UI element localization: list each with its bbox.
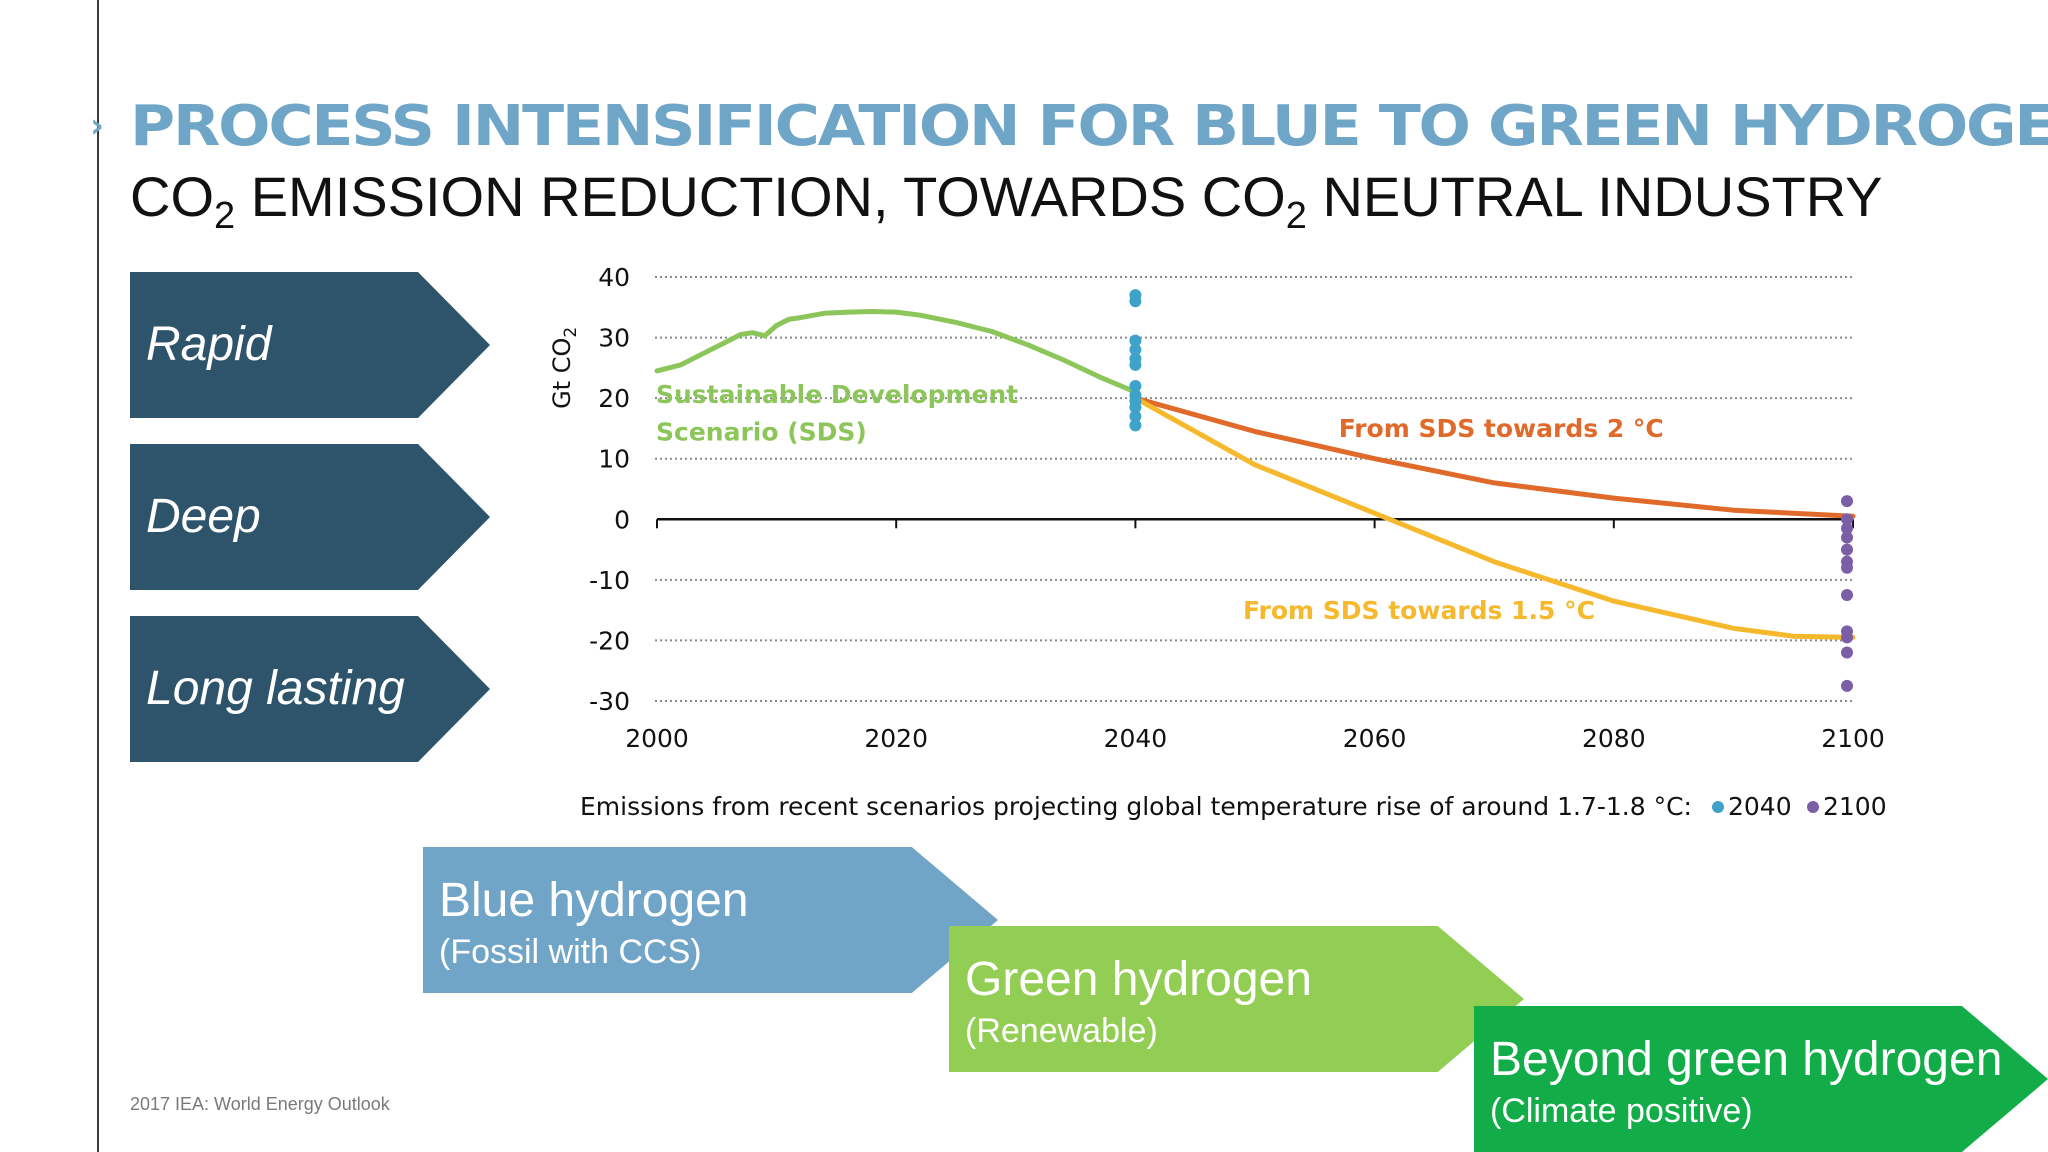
legend-marker-2100 [1807,801,1819,813]
scatter-point-2040 [1129,380,1142,393]
beyond-green-hydrogen-arrow: Beyond green hydrogen (Climate positive) [1474,1006,2048,1152]
chevron-right-icon: › [90,106,105,146]
y-tick-label: 30 [598,324,630,353]
x-tick-label: 2080 [1582,724,1646,753]
beyond-green-hydrogen-subtitle: (Climate positive) [1490,1092,1753,1130]
y-axis-label: Gt CO2 [548,327,581,409]
legend-label-2100: 2100 [1823,792,1887,821]
sds-15c-line [1132,395,1856,640]
left-vertical-rule [97,0,99,1152]
beyond-green-hydrogen-title: Beyond green hydrogen [1490,1033,2003,1086]
sds-line [654,309,1138,395]
scatter-point-2100 [1841,543,1853,556]
legend-label-2040: 2040 [1728,792,1792,821]
arrow-label: Deep [146,490,261,543]
x-tick-label: 2020 [864,724,928,753]
scatter-point-2100 [1841,522,1853,535]
y-tick-label: -10 [589,566,630,595]
arrow-label: Long lasting [146,662,405,715]
scatter-point-2100 [1841,561,1853,574]
arrow-label: Rapid [146,318,272,371]
emissions-chart: 40 30 20 10 0 -10 -20 -30 2000 2020 2040 2060 2080 21… [548,263,1887,821]
y-tick-label: -20 [589,626,630,655]
scatter-point-2040 [1129,401,1142,414]
arrow-deep: Deep [130,444,490,590]
green-hydrogen-title: Green hydrogen [965,953,1312,1006]
scatter-point-2100 [1841,646,1853,659]
scatter-point-2100 [1841,495,1853,508]
scatter-point-2040 [1129,410,1142,423]
sds-2c-line [1132,395,1856,519]
scatter-point-2040 [1129,334,1142,347]
scatter-point-2100 [1841,589,1853,601]
blue-hydrogen-arrow: Blue hydrogen (Fossil with CCS) [423,847,998,993]
sds-series-label-line2: Scenario (SDS) [656,418,867,447]
scatter-point-2040 [1129,419,1142,432]
sds-2c-series-label: From SDS towards 2 °C [1339,414,1664,443]
scatter-point-2040 [1129,295,1142,308]
slide-subtitle: CO2 EMISSION REDUCTION, TOWARDS CO2 NEUT… [130,165,1883,237]
sds-15c-series-label: From SDS towards 1.5 °C [1243,596,1595,625]
chart-footnote: Emissions from recent scenarios projecti… [580,792,1692,821]
source-citation: 2017 IEA: World Energy Outlook [130,1094,390,1114]
y-tick-label: 0 [614,505,630,534]
scatter-point-2040 [1129,343,1142,356]
blue-hydrogen-title: Blue hydrogen [439,874,749,927]
y-tick-label: 40 [598,263,630,292]
x-tick-label: 2000 [625,724,689,753]
y-tick-label: 10 [598,445,630,474]
scatter-point-2100 [1841,631,1853,644]
green-hydrogen-subtitle: (Renewable) [965,1012,1158,1050]
x-tick-label: 2100 [1821,724,1885,753]
x-tick-label: 2060 [1343,724,1407,753]
scatter-point-2100 [1841,531,1853,544]
scatter-point-2100 [1841,513,1853,526]
green-hydrogen-arrow: Green hydrogen (Renewable) [949,926,1524,1072]
arrow-long-lasting: Long lasting [130,616,490,762]
blue-hydrogen-subtitle: (Fossil with CCS) [439,933,702,971]
scatter-point-2100 [1841,679,1853,692]
y-tick-label: 20 [598,384,630,413]
slide-title: PROCESS INTENSIFICATION FOR BLUE TO GREE… [130,94,2048,159]
arrow-rapid: Rapid [130,272,490,418]
y-tick-label: -30 [589,687,630,716]
legend-marker-2040 [1712,801,1724,813]
x-tick-label: 2040 [1104,724,1168,753]
sds-series-label-line1: Sustainable Development [656,380,1018,409]
scatter-point-2040 [1129,358,1142,371]
